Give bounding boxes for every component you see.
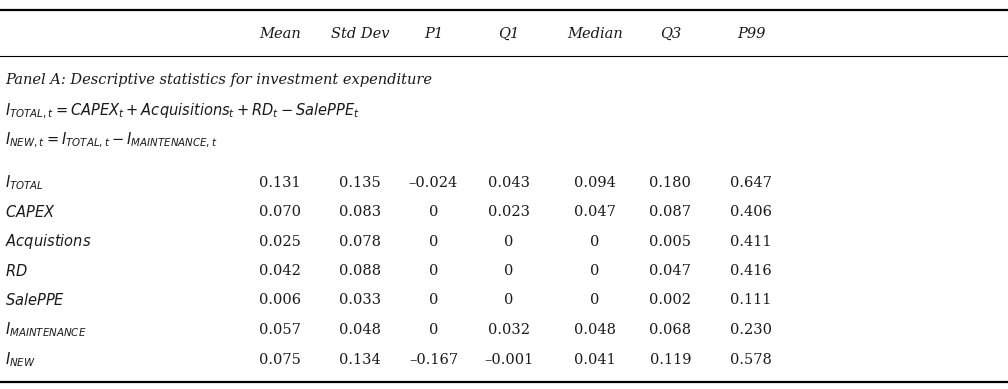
Text: 0.078: 0.078 — [339, 235, 381, 249]
Text: 0.070: 0.070 — [259, 205, 301, 219]
Text: 0: 0 — [428, 264, 438, 278]
Text: P1: P1 — [424, 27, 443, 41]
Text: 0.047: 0.047 — [649, 264, 691, 278]
Text: $I_{NEW}$: $I_{NEW}$ — [5, 350, 36, 369]
Text: 0.134: 0.134 — [339, 353, 381, 367]
Text: 0.048: 0.048 — [339, 323, 381, 337]
Text: $RD$: $RD$ — [5, 263, 28, 279]
Text: Median: Median — [566, 27, 623, 41]
Text: 0: 0 — [504, 264, 514, 278]
Text: 0: 0 — [504, 293, 514, 307]
Text: 0.075: 0.075 — [259, 353, 301, 367]
Text: 0.088: 0.088 — [339, 264, 381, 278]
Text: 0.180: 0.180 — [649, 176, 691, 190]
Text: 0.025: 0.025 — [259, 235, 301, 249]
Text: –0.167: –0.167 — [409, 353, 458, 367]
Text: $I_{TOTAL,t}$$ = CAPEX_t + Acquisitions_t + RD_t - SalePPE_t$: $I_{TOTAL,t}$$ = CAPEX_t + Acquisitions_… — [5, 102, 360, 121]
Text: $I_{MAINTENANCE}$: $I_{MAINTENANCE}$ — [5, 321, 87, 339]
Text: 0: 0 — [428, 323, 438, 337]
Text: 0.406: 0.406 — [730, 205, 772, 219]
Text: 0.578: 0.578 — [730, 353, 772, 367]
Text: $Acquistions$: $Acquistions$ — [5, 233, 92, 251]
Text: 0.005: 0.005 — [649, 235, 691, 249]
Text: 0.002: 0.002 — [649, 293, 691, 307]
Text: 0.083: 0.083 — [339, 205, 381, 219]
Text: 0.068: 0.068 — [649, 323, 691, 337]
Text: 0.119: 0.119 — [649, 353, 691, 367]
Text: 0.111: 0.111 — [730, 293, 772, 307]
Text: $I_{TOTAL}$: $I_{TOTAL}$ — [5, 173, 44, 192]
Text: P99: P99 — [737, 27, 765, 41]
Text: 0.048: 0.048 — [574, 323, 616, 337]
Text: 0: 0 — [428, 235, 438, 249]
Text: 0.047: 0.047 — [574, 205, 616, 219]
Text: 0: 0 — [590, 293, 600, 307]
Text: Q1: Q1 — [498, 27, 520, 41]
Text: $SalePPE$: $SalePPE$ — [5, 292, 66, 308]
Text: Panel A: Descriptive statistics for investment expenditure: Panel A: Descriptive statistics for inve… — [5, 73, 432, 87]
Text: 0.230: 0.230 — [730, 323, 772, 337]
Text: Std Dev: Std Dev — [331, 27, 389, 41]
Text: Mean: Mean — [259, 27, 301, 41]
Text: $I_{NEW,t} = I_{TOTAL,t} - I_{MAINTENANCE,t}$: $I_{NEW,t} = I_{TOTAL,t} - I_{MAINTENANC… — [5, 131, 218, 151]
Text: $CAPEX$: $CAPEX$ — [5, 204, 55, 220]
Text: 0.131: 0.131 — [259, 176, 301, 190]
Text: 0.411: 0.411 — [730, 235, 772, 249]
Text: 0.416: 0.416 — [730, 264, 772, 278]
Text: 0.023: 0.023 — [488, 205, 530, 219]
Text: 0.006: 0.006 — [259, 293, 301, 307]
Text: 0.087: 0.087 — [649, 205, 691, 219]
Text: 0: 0 — [504, 235, 514, 249]
Text: 0.043: 0.043 — [488, 176, 530, 190]
Text: 0: 0 — [590, 235, 600, 249]
Text: 0.094: 0.094 — [574, 176, 616, 190]
Text: 0: 0 — [590, 264, 600, 278]
Text: 0.135: 0.135 — [339, 176, 381, 190]
Text: 0.041: 0.041 — [574, 353, 616, 367]
Text: 0.647: 0.647 — [730, 176, 772, 190]
Text: 0.057: 0.057 — [259, 323, 301, 337]
Text: 0.033: 0.033 — [339, 293, 381, 307]
Text: 0.032: 0.032 — [488, 323, 530, 337]
Text: –0.001: –0.001 — [485, 353, 533, 367]
Text: 0: 0 — [428, 205, 438, 219]
Text: –0.024: –0.024 — [409, 176, 458, 190]
Text: 0: 0 — [428, 293, 438, 307]
Text: Q3: Q3 — [659, 27, 681, 41]
Text: 0.042: 0.042 — [259, 264, 301, 278]
